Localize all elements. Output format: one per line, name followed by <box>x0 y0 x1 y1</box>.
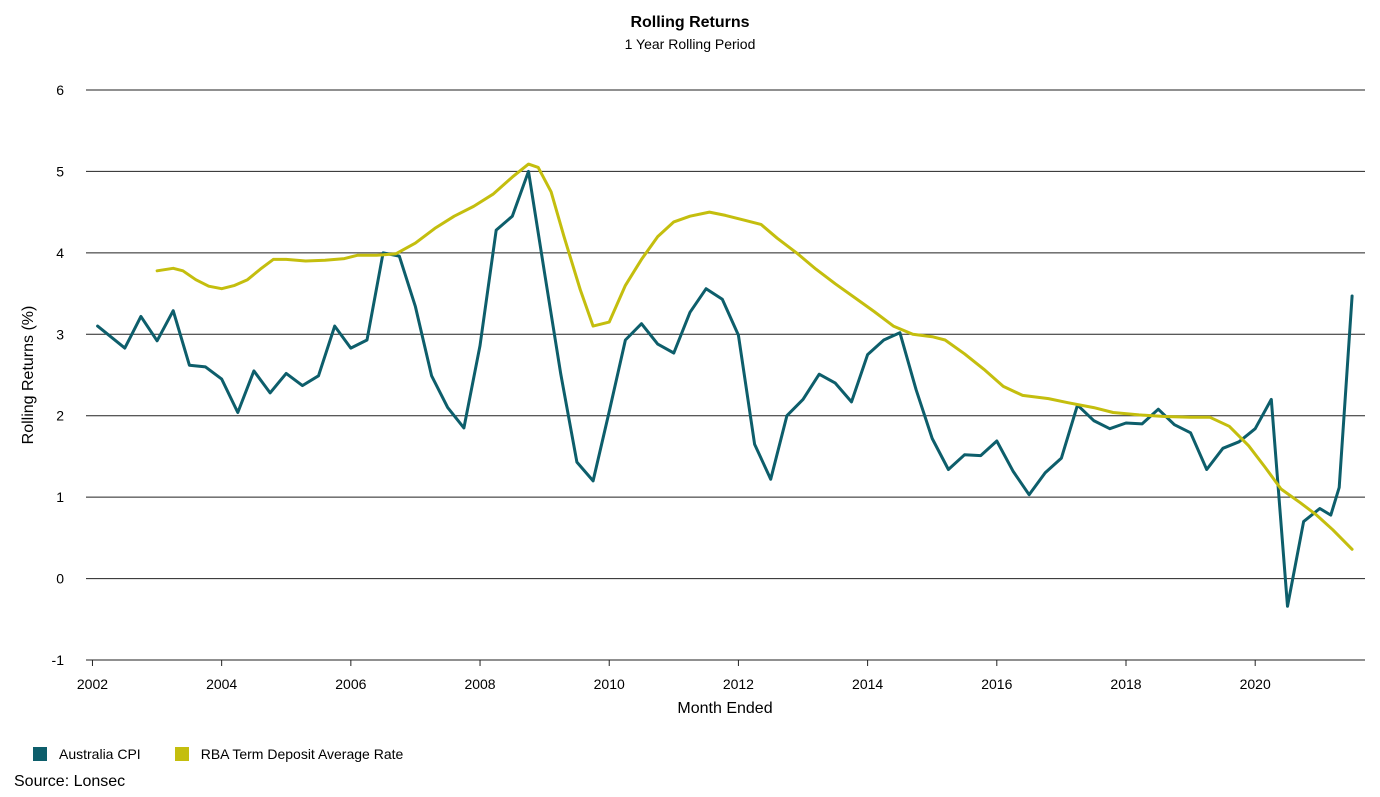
x-tick-label: 2014 <box>852 676 883 692</box>
legend-swatch-rba <box>174 747 189 761</box>
x-tick-label: 2002 <box>77 676 108 692</box>
y-tick-label: 3 <box>56 326 64 342</box>
y-tick-label: 0 <box>56 571 64 587</box>
x-tick-label: 2018 <box>1110 676 1141 692</box>
legend-label-rba: RBA Term Deposit Average Rate <box>200 746 404 762</box>
y-tick-label: 4 <box>56 245 64 261</box>
x-tick-label: 2016 <box>981 676 1012 692</box>
legend-item-rba[interactable]: RBA Term Deposit Average Rate <box>174 746 404 762</box>
gridlines <box>86 89 1365 661</box>
x-axis-title: Month Ended <box>677 700 772 717</box>
legend: Australia CPI RBA Term Deposit Average R… <box>33 746 437 762</box>
source-note: Source: Lonsec <box>14 773 126 790</box>
chart-title: Rolling Returns <box>630 14 749 31</box>
series-line-cpi <box>96 169 1354 608</box>
y-tick-label: -1 <box>52 652 65 668</box>
x-tick-label: 2008 <box>464 676 495 692</box>
chart-subtitle: 1 Year Rolling Period <box>625 36 756 52</box>
x-axis-ticks: 2002 2004 2006 2008 2010 2012 2014 2016 2018 2020 <box>77 660 1271 692</box>
legend-swatch-cpi <box>33 747 47 761</box>
y-tick-label: 1 <box>56 489 64 505</box>
x-tick-label: 2020 <box>1240 676 1271 692</box>
y-axis-ticks: -1 0 1 2 3 4 5 6 <box>52 82 65 668</box>
y-tick-label: 2 <box>56 408 64 424</box>
y-axis-title: Rolling Returns (%) <box>20 306 37 445</box>
series-line-rba <box>155 162 1354 551</box>
y-tick-label: 6 <box>56 82 64 98</box>
x-tick-label: 2010 <box>594 676 625 692</box>
x-tick-label: 2004 <box>206 676 237 692</box>
series-lines <box>96 162 1354 608</box>
x-tick-label: 2012 <box>723 676 754 692</box>
legend-item-cpi[interactable]: Australia CPI <box>33 746 141 762</box>
legend-label-cpi: Australia CPI <box>59 746 141 762</box>
x-tick-label: 2006 <box>335 676 366 692</box>
y-tick-label: 5 <box>56 163 64 179</box>
